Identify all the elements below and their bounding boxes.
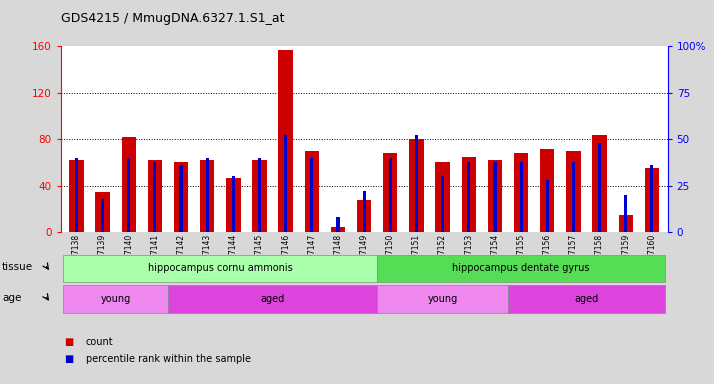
Bar xyxy=(154,162,156,232)
Bar xyxy=(415,136,418,232)
Bar xyxy=(409,139,423,232)
Bar xyxy=(514,153,528,232)
Text: percentile rank within the sample: percentile rank within the sample xyxy=(86,354,251,364)
Bar xyxy=(593,134,607,232)
Bar xyxy=(206,158,208,232)
Bar xyxy=(357,200,371,232)
Bar xyxy=(388,158,392,232)
Text: count: count xyxy=(86,337,114,347)
Bar xyxy=(624,195,628,232)
Bar xyxy=(493,162,496,232)
Text: ■: ■ xyxy=(64,354,74,364)
Bar xyxy=(566,151,580,232)
Bar xyxy=(96,192,110,232)
Bar xyxy=(441,177,444,232)
Bar xyxy=(331,227,345,232)
Bar xyxy=(278,50,293,232)
Bar xyxy=(467,162,471,232)
Bar xyxy=(618,215,633,232)
Bar xyxy=(650,165,653,232)
Bar xyxy=(488,160,502,232)
Text: GDS4215 / MmugDNA.6327.1.S1_at: GDS4215 / MmugDNA.6327.1.S1_at xyxy=(61,12,284,25)
Bar xyxy=(363,191,366,232)
Text: ■: ■ xyxy=(64,337,74,347)
Bar xyxy=(540,149,555,232)
Bar xyxy=(545,180,549,232)
Text: tissue: tissue xyxy=(2,262,34,272)
Text: hippocampus dentate gyrus: hippocampus dentate gyrus xyxy=(453,263,590,273)
Text: hippocampus cornu ammonis: hippocampus cornu ammonis xyxy=(148,263,293,273)
Bar xyxy=(598,143,601,232)
Bar xyxy=(232,177,235,232)
Bar xyxy=(311,158,313,232)
Text: young: young xyxy=(101,294,131,304)
Bar xyxy=(436,162,450,232)
Bar xyxy=(258,158,261,232)
Bar xyxy=(226,178,241,232)
Bar xyxy=(520,162,523,232)
Text: age: age xyxy=(2,293,21,303)
Bar xyxy=(179,165,183,232)
Bar xyxy=(75,158,78,232)
Bar xyxy=(69,160,84,232)
Bar xyxy=(461,157,476,232)
Bar xyxy=(101,199,104,232)
Bar xyxy=(121,137,136,232)
Text: aged: aged xyxy=(261,294,285,304)
Bar xyxy=(572,162,575,232)
Bar xyxy=(336,217,340,232)
Text: young: young xyxy=(428,294,458,304)
Bar xyxy=(200,160,214,232)
Bar xyxy=(305,151,319,232)
Bar xyxy=(174,162,188,232)
Bar xyxy=(148,160,162,232)
Text: aged: aged xyxy=(574,294,598,304)
Bar xyxy=(645,168,659,232)
Bar xyxy=(252,160,267,232)
Bar xyxy=(127,158,130,232)
Bar xyxy=(284,136,287,232)
Bar xyxy=(383,153,398,232)
